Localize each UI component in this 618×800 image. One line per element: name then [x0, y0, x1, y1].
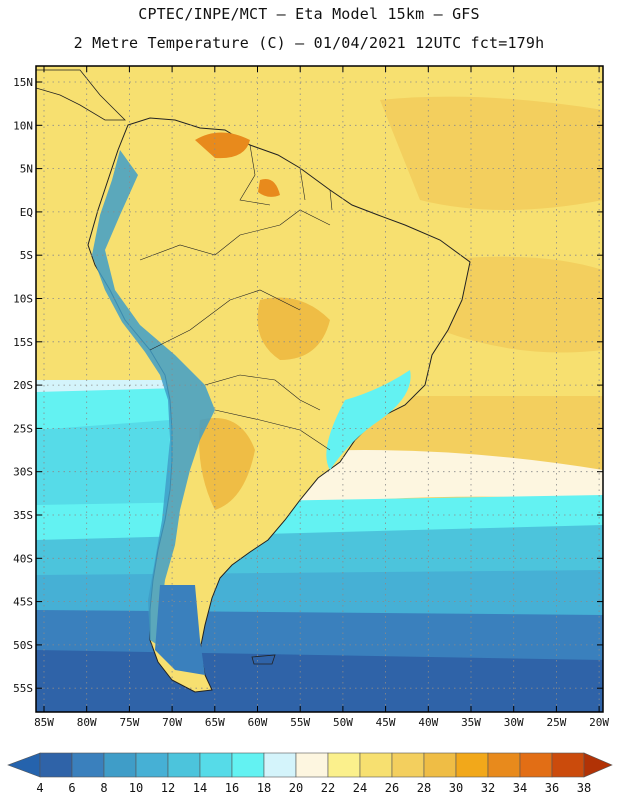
- atlantic-pale-band: [250, 450, 603, 510]
- colorbar-label: 4: [36, 781, 44, 795]
- map-title-line-1: CPTEC/INPE/MCT – Eta Model 15km – GFS: [138, 5, 480, 23]
- colorbar-swatch: [167, 752, 201, 778]
- argentina-warm-patch: [199, 418, 255, 510]
- colorbar-label: 18: [256, 781, 272, 795]
- atlantic-warm-band: [380, 96, 603, 210]
- colorbar-label: 30: [448, 781, 464, 795]
- colorbar-swatch: [103, 752, 137, 778]
- lon-label: 85W: [34, 716, 54, 729]
- lon-label: 40W: [418, 716, 438, 729]
- colorbar-label: 12: [160, 781, 176, 795]
- colorbar-label: 16: [224, 781, 240, 795]
- lon-label: 65W: [205, 716, 225, 729]
- colorbar-swatch: [263, 752, 297, 778]
- colorbar-label: 28: [416, 781, 432, 795]
- lon-label: 30W: [504, 716, 524, 729]
- lon-label: 35W: [461, 716, 481, 729]
- colorbar-swatch: [487, 752, 521, 778]
- colorbar-swatch: [327, 752, 361, 778]
- colorbar-swatch: [391, 752, 425, 778]
- map-title-line-2: 2 Metre Temperature (C) – 01/04/2021 12U…: [73, 34, 545, 52]
- patagonia-cold: [155, 585, 205, 675]
- falkland-islands: [251, 654, 276, 665]
- map-field: [36, 66, 603, 712]
- colorbar-label: 6: [68, 781, 76, 795]
- lon-label: 80W: [77, 716, 97, 729]
- lon-label: 55W: [290, 716, 310, 729]
- southern-coldest-band: [36, 650, 603, 712]
- colorbar-label: 32: [480, 781, 496, 795]
- colorbar-over-arrow: [583, 752, 613, 778]
- latitude-axis: 15N 10N 5N EQ 5S 10S 15S 20S 25S 30S 35S 40S 45S 50S 5…: [13, 76, 603, 695]
- colorbar-label: 22: [320, 781, 336, 795]
- colorbar-label: 38: [576, 781, 592, 795]
- colorbar-label: 8: [100, 781, 108, 795]
- lon-label: 25W: [546, 716, 566, 729]
- colorbar-swatch: [519, 752, 553, 778]
- colorbar-swatch: [135, 752, 169, 778]
- lat-label: 35S: [13, 509, 33, 522]
- colorbar-label: 34: [512, 781, 528, 795]
- andes-cold-ridge: [92, 150, 215, 650]
- colorbar-swatch: [551, 752, 585, 778]
- colorbar-label: 24: [352, 781, 368, 795]
- venezuela-hot-patch: [195, 132, 250, 159]
- colorbar-swatch: [455, 752, 489, 778]
- lat-label: 45S: [13, 596, 33, 609]
- lon-label: 20W: [589, 716, 609, 729]
- atlantic-warm-band-2: [440, 256, 603, 353]
- colorbar-swatch: [231, 752, 265, 778]
- lon-label: 75W: [119, 716, 139, 729]
- lon-label: 45W: [376, 716, 396, 729]
- hot-interior-patch: [257, 297, 330, 360]
- lat-label: 5N: [20, 163, 33, 176]
- colorbar-label: 36: [544, 781, 560, 795]
- colorbar-swatch: [359, 752, 393, 778]
- lat-label: 20S: [13, 379, 33, 392]
- guiana-hot-patch: [258, 179, 280, 197]
- colorbar-label: 26: [384, 781, 400, 795]
- southeast-brazil-cool: [326, 370, 411, 470]
- lat-label: 10S: [13, 293, 33, 306]
- colorbar-swatch: [39, 752, 73, 778]
- longitude-axis: 85W 80W 75W 70W 65W 60W 55W 50W 45W 40W 35W 30W 25W 2…: [34, 66, 609, 729]
- lon-label: 70W: [162, 716, 182, 729]
- lat-label: 55S: [13, 682, 33, 695]
- colorbar-swatch: [295, 752, 329, 778]
- lat-label: 30S: [13, 466, 33, 479]
- colorbar-label: 10: [128, 781, 144, 795]
- lon-label: 50W: [333, 716, 353, 729]
- lat-label: 25S: [13, 422, 33, 435]
- lat-label: 10N: [13, 119, 33, 132]
- lat-label: 5S: [20, 249, 33, 262]
- graticule: [36, 66, 603, 712]
- pacific-band: [36, 420, 170, 530]
- colorbar-label: 20: [288, 781, 304, 795]
- lat-label: 50S: [13, 639, 33, 652]
- colorbar-swatch: [71, 752, 105, 778]
- lat-label: EQ: [20, 206, 33, 219]
- map-border: [35, 65, 604, 713]
- lat-label: 15N: [13, 76, 33, 89]
- lon-label: 60W: [248, 716, 268, 729]
- lat-label: 15S: [13, 336, 33, 349]
- colorbar-swatch: [423, 752, 457, 778]
- color-scale-bar: [7, 752, 613, 778]
- lat-label: 40S: [13, 552, 33, 565]
- colorbar-under-arrow: [7, 752, 41, 778]
- central-america: [36, 69, 126, 121]
- colorbar-label: 14: [192, 781, 208, 795]
- colorbar-swatch: [199, 752, 233, 778]
